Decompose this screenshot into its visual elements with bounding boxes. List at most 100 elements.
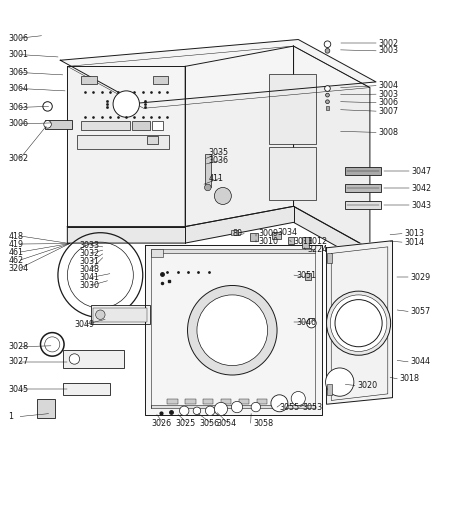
Text: 3045: 3045 xyxy=(9,385,28,394)
Text: 3026: 3026 xyxy=(151,419,172,428)
Circle shape xyxy=(325,86,330,91)
Circle shape xyxy=(197,295,268,366)
Text: 3014: 3014 xyxy=(404,238,424,246)
Circle shape xyxy=(326,100,329,104)
Bar xyxy=(288,237,293,244)
Text: 3053: 3053 xyxy=(302,402,322,412)
Bar xyxy=(327,252,332,263)
Text: 3006: 3006 xyxy=(9,34,28,42)
Bar xyxy=(205,154,210,186)
Bar xyxy=(77,135,169,149)
Circle shape xyxy=(325,48,330,53)
Text: 3041: 3041 xyxy=(79,273,99,282)
Text: 3057: 3057 xyxy=(410,307,431,316)
Text: 3008: 3008 xyxy=(378,128,398,137)
Text: 3048: 3048 xyxy=(79,265,99,274)
Text: 3020: 3020 xyxy=(357,381,377,390)
Circle shape xyxy=(326,368,354,396)
Text: 3011: 3011 xyxy=(293,237,313,246)
Circle shape xyxy=(43,102,52,111)
Circle shape xyxy=(69,354,80,364)
Text: 3055: 3055 xyxy=(279,402,300,412)
Text: 3064: 3064 xyxy=(9,84,28,93)
Text: 3065: 3065 xyxy=(9,68,28,77)
Text: 3032: 3032 xyxy=(79,249,99,258)
Bar xyxy=(250,233,258,241)
Polygon shape xyxy=(327,241,392,404)
Text: 3018: 3018 xyxy=(400,374,419,383)
Bar xyxy=(93,308,147,322)
Text: 3004: 3004 xyxy=(378,81,398,90)
Text: 3058: 3058 xyxy=(253,419,273,428)
Bar xyxy=(221,398,231,404)
Text: 3034: 3034 xyxy=(277,228,297,237)
Bar xyxy=(45,120,72,129)
Polygon shape xyxy=(293,46,370,249)
Bar xyxy=(151,249,315,252)
Text: 462: 462 xyxy=(9,256,24,265)
Circle shape xyxy=(335,299,382,347)
Text: 3204: 3204 xyxy=(9,264,28,273)
Circle shape xyxy=(291,391,305,406)
Circle shape xyxy=(96,310,105,320)
Text: 3036: 3036 xyxy=(209,156,229,165)
Bar xyxy=(203,398,213,404)
Text: 419: 419 xyxy=(9,239,24,248)
Text: 3051: 3051 xyxy=(296,271,317,280)
Bar xyxy=(302,237,309,248)
Text: 3043: 3043 xyxy=(411,201,431,210)
Bar xyxy=(147,136,158,144)
Text: 3009: 3009 xyxy=(258,229,278,238)
Text: 3006: 3006 xyxy=(378,98,398,107)
Text: 3044: 3044 xyxy=(410,358,430,366)
Circle shape xyxy=(214,402,228,416)
Bar xyxy=(36,398,55,418)
Bar xyxy=(269,147,316,199)
Polygon shape xyxy=(67,66,185,227)
Text: 3054: 3054 xyxy=(216,419,237,428)
Bar xyxy=(346,184,381,192)
Text: 3010: 3010 xyxy=(258,237,278,246)
Bar xyxy=(63,350,124,368)
Circle shape xyxy=(180,406,189,416)
Text: 418: 418 xyxy=(9,231,23,240)
Bar xyxy=(326,107,329,110)
Bar xyxy=(153,76,168,84)
Circle shape xyxy=(251,402,261,412)
Text: 3001: 3001 xyxy=(9,50,28,59)
Text: 3028: 3028 xyxy=(9,342,28,351)
Circle shape xyxy=(205,406,215,416)
Bar xyxy=(269,74,316,144)
Text: 3007: 3007 xyxy=(378,107,399,116)
Text: 3002: 3002 xyxy=(378,39,399,48)
Text: 3033: 3033 xyxy=(79,241,99,250)
Bar xyxy=(346,167,381,175)
Circle shape xyxy=(307,319,316,328)
Bar xyxy=(63,383,110,395)
Text: 3047: 3047 xyxy=(411,167,431,176)
Circle shape xyxy=(44,121,51,128)
Bar xyxy=(185,398,196,404)
Text: 3035: 3035 xyxy=(209,148,229,157)
Circle shape xyxy=(326,93,329,97)
Text: 3046: 3046 xyxy=(296,318,316,327)
Polygon shape xyxy=(185,46,293,227)
Text: 3030: 3030 xyxy=(79,281,99,290)
Circle shape xyxy=(324,41,331,47)
Bar xyxy=(231,230,238,235)
Text: 3224: 3224 xyxy=(308,245,328,254)
Text: 3025: 3025 xyxy=(176,419,196,428)
Text: 3029: 3029 xyxy=(410,273,431,281)
Text: 3006: 3006 xyxy=(9,119,28,128)
Text: 3031: 3031 xyxy=(79,257,99,266)
Bar xyxy=(275,398,285,404)
Polygon shape xyxy=(60,39,376,103)
Circle shape xyxy=(188,285,277,375)
Circle shape xyxy=(204,184,211,191)
Text: 3049: 3049 xyxy=(74,320,94,329)
Text: 3013: 3013 xyxy=(404,229,424,238)
Bar xyxy=(82,76,97,84)
Bar xyxy=(132,121,150,130)
Text: 3056: 3056 xyxy=(199,419,219,428)
Bar xyxy=(167,398,178,404)
